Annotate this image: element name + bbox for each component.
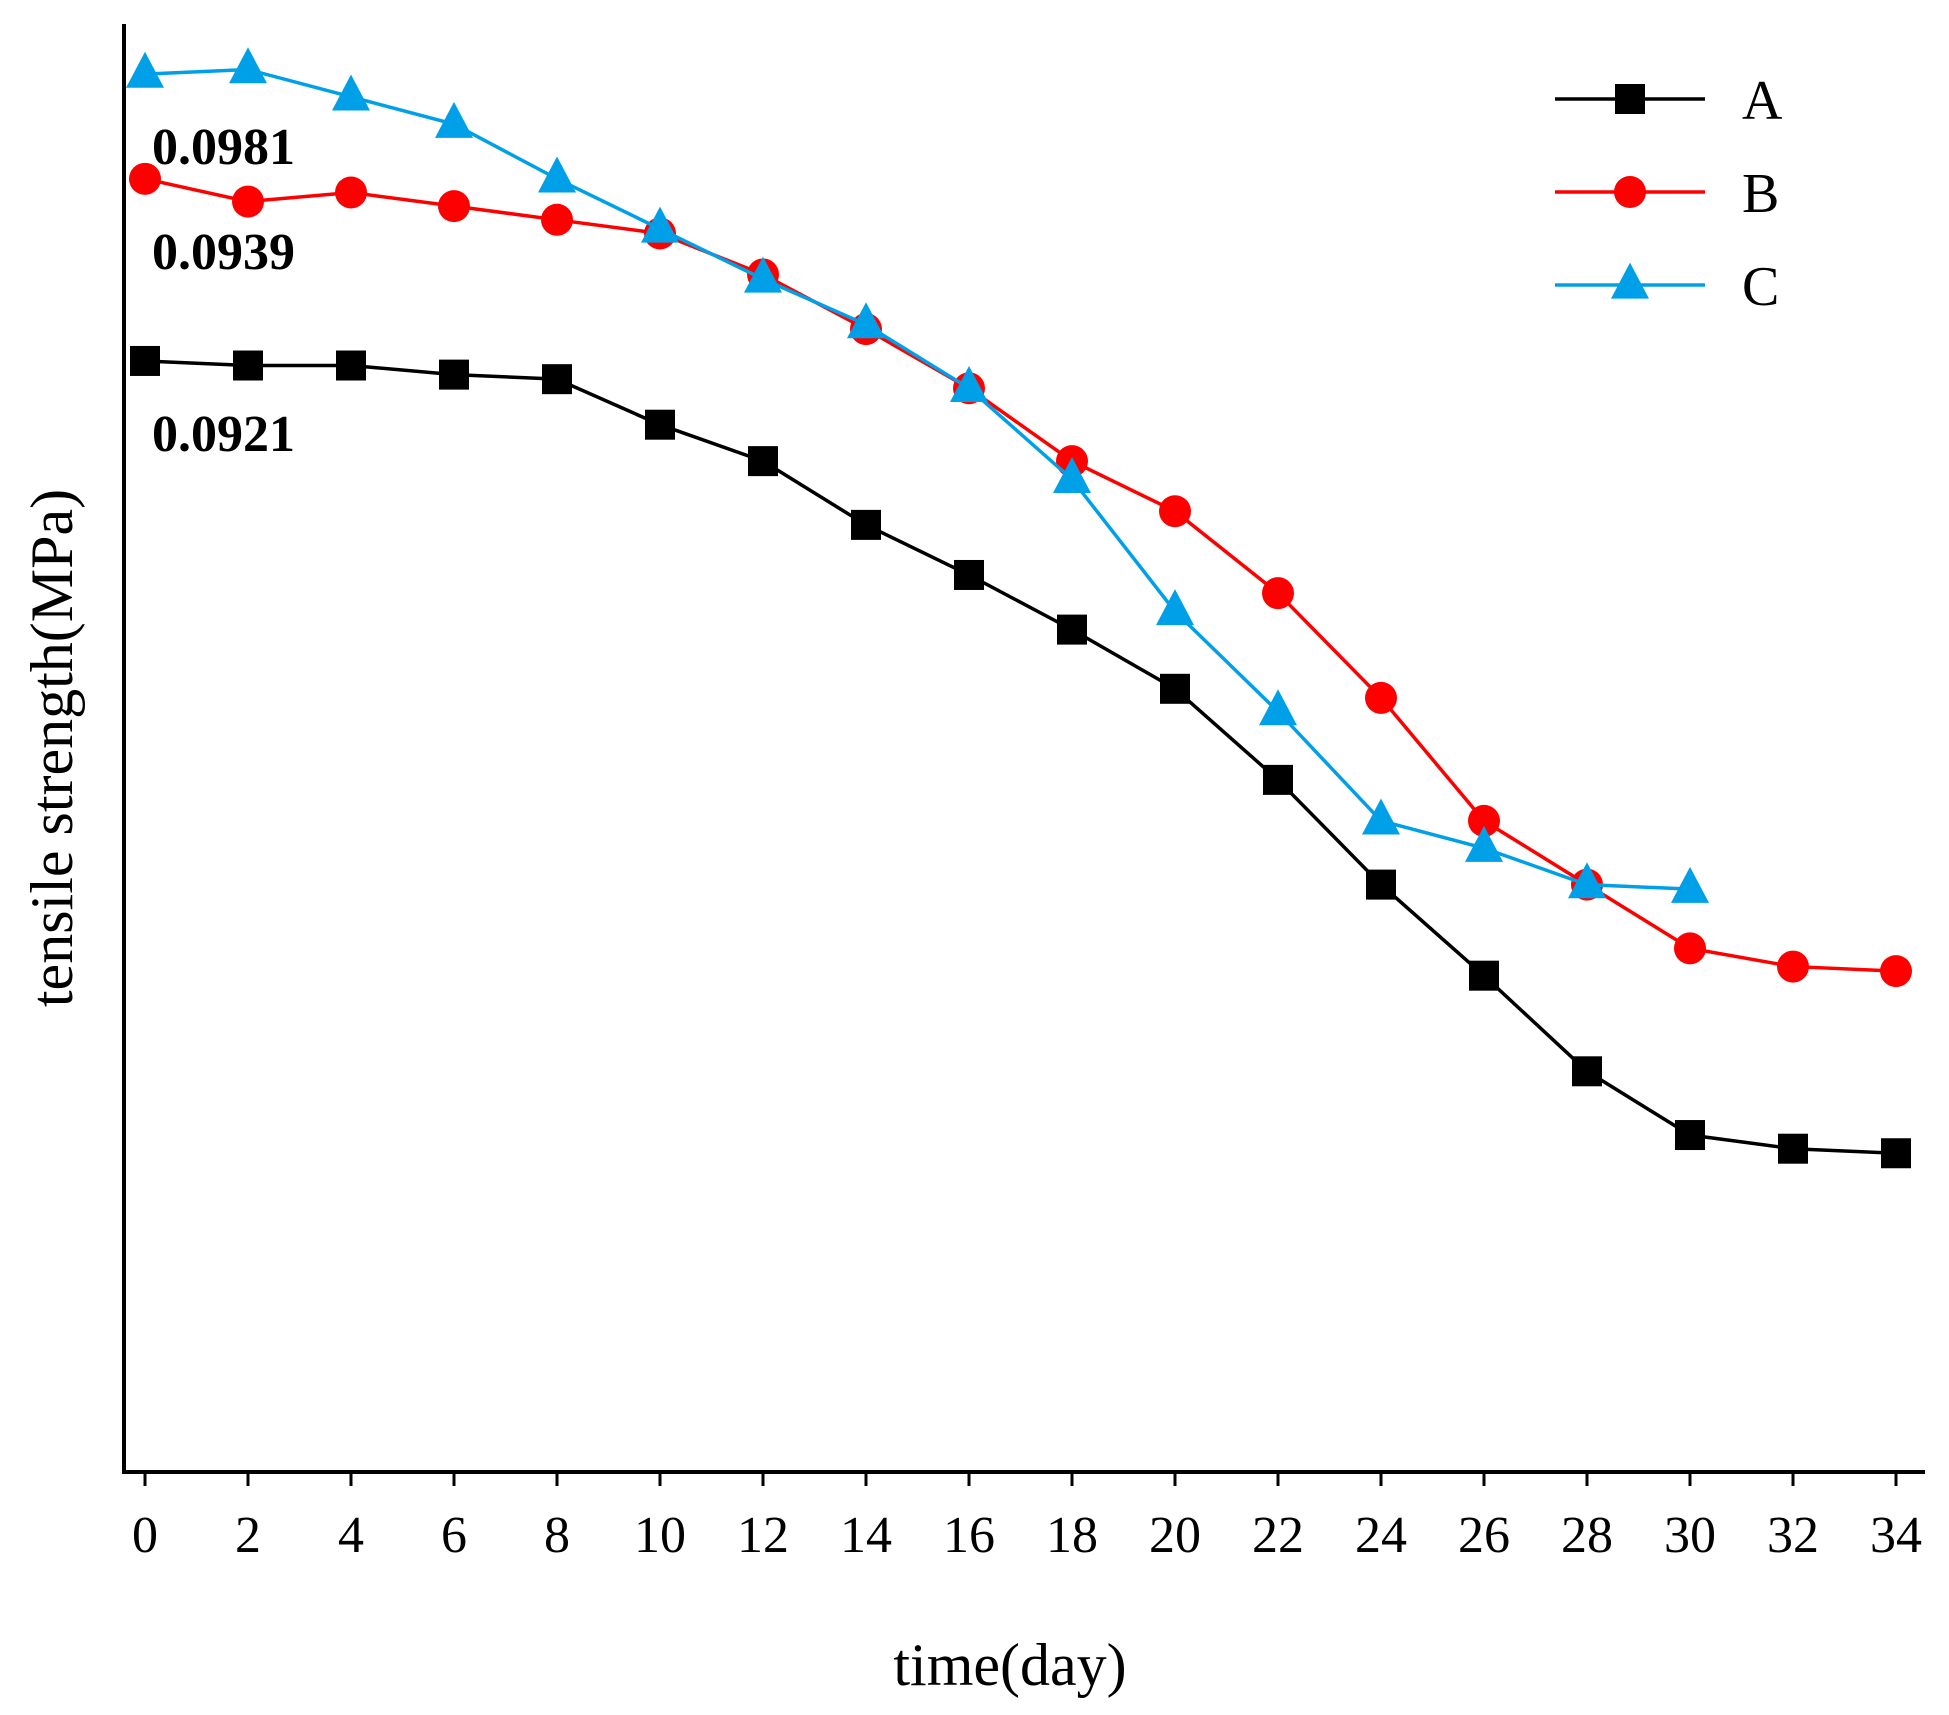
series-b-point bbox=[335, 176, 367, 209]
x-tick-label: 16 bbox=[943, 1507, 995, 1564]
annotation-a: 0.0921 bbox=[152, 406, 295, 463]
series-c-point bbox=[847, 302, 885, 339]
x-tick-label: 18 bbox=[1046, 1507, 1098, 1564]
legend-marker bbox=[1614, 176, 1646, 208]
x-tick-label: 10 bbox=[634, 1507, 686, 1564]
series-a-point bbox=[336, 350, 366, 381]
series-b-point bbox=[1880, 955, 1912, 988]
x-tick-label: 34 bbox=[1870, 1507, 1922, 1564]
series-c bbox=[126, 47, 1709, 903]
axes: 0 2 4 6 8 10 12 14 16 18 20 22 24 26 28 30 32 34time(day)… bbox=[19, 24, 1925, 1698]
series-c-point bbox=[435, 101, 473, 138]
series-a-point bbox=[233, 350, 263, 381]
series-a-point bbox=[1675, 1120, 1705, 1151]
series-b-point bbox=[1777, 950, 1809, 983]
series-a-point bbox=[1572, 1056, 1602, 1087]
series-b-point bbox=[1262, 577, 1294, 610]
series-a-point bbox=[1366, 869, 1396, 900]
series-b-point bbox=[541, 203, 573, 236]
series-a-point bbox=[645, 409, 675, 440]
series-c-point bbox=[229, 47, 267, 84]
series-a-point bbox=[1263, 764, 1293, 795]
x-tick-label: 26 bbox=[1458, 1507, 1510, 1564]
series-a-line bbox=[144, 359, 1897, 1156]
legend-marker bbox=[1615, 84, 1645, 114]
series-a bbox=[130, 345, 1911, 1169]
legend-label: C bbox=[1742, 256, 1779, 318]
annotation-c: 0.0981 bbox=[152, 119, 295, 176]
x-tick-label: 22 bbox=[1252, 1507, 1304, 1564]
series-c-point bbox=[332, 74, 370, 111]
annotation-b: 0.0939 bbox=[152, 224, 295, 281]
series-b-point bbox=[438, 190, 470, 223]
series-b-point bbox=[1365, 681, 1397, 714]
x-tick-label: 14 bbox=[840, 1507, 892, 1564]
series-b-point bbox=[1468, 804, 1500, 837]
legend-item-a: A bbox=[1555, 70, 1783, 132]
series-b bbox=[129, 162, 1912, 988]
x-tick-label: 12 bbox=[737, 1507, 789, 1564]
series-c-point bbox=[1465, 825, 1503, 862]
series-a-point bbox=[954, 559, 984, 590]
series-c-point bbox=[1259, 689, 1297, 726]
series-group bbox=[126, 47, 1912, 1169]
x-tick-label: 30 bbox=[1664, 1507, 1716, 1564]
annotations: 0.0981 0.0939 0.0921 bbox=[152, 119, 295, 463]
x-tick-label: 32 bbox=[1767, 1507, 1819, 1564]
x-tick-label: 0 bbox=[132, 1507, 158, 1564]
legend-label: A bbox=[1742, 70, 1783, 132]
x-tick-label: 28 bbox=[1561, 1507, 1613, 1564]
x-tick-label: 4 bbox=[338, 1507, 364, 1564]
series-a-point bbox=[1778, 1133, 1808, 1164]
series-c-point bbox=[1568, 862, 1606, 899]
series-a-point bbox=[542, 364, 572, 395]
series-a-point bbox=[1160, 673, 1190, 704]
series-c-point bbox=[950, 365, 988, 402]
x-tick-label: 2 bbox=[235, 1507, 261, 1564]
series-c-point bbox=[538, 156, 576, 193]
legend-marker bbox=[1611, 262, 1649, 299]
x-tick-label: 8 bbox=[544, 1507, 570, 1564]
series-b-point bbox=[129, 162, 161, 195]
legend-label: B bbox=[1742, 163, 1779, 225]
series-a-point bbox=[439, 359, 469, 390]
series-c-point bbox=[744, 256, 782, 293]
series-c-point bbox=[641, 206, 679, 243]
x-axis-title: time(day) bbox=[893, 1632, 1126, 1698]
series-a-point bbox=[851, 509, 881, 540]
series-c-point bbox=[1362, 798, 1400, 835]
series-c-line bbox=[144, 67, 1691, 891]
x-tick-label: 24 bbox=[1355, 1507, 1407, 1564]
series-c-point bbox=[1156, 589, 1194, 626]
legend-item-b: B bbox=[1555, 163, 1779, 225]
legend-item-c: C bbox=[1555, 256, 1779, 318]
series-c-point bbox=[126, 51, 164, 88]
series-a-point bbox=[1057, 614, 1087, 645]
series-b-point bbox=[1159, 495, 1191, 528]
series-a-point bbox=[1881, 1138, 1911, 1169]
series-c-point bbox=[1671, 866, 1709, 903]
y-axis-title: tensile strength(MPa) bbox=[19, 489, 85, 1007]
series-b-point bbox=[1674, 932, 1706, 965]
series-a-point bbox=[748, 446, 778, 477]
series-a-point bbox=[1469, 960, 1499, 991]
series-a-point bbox=[130, 345, 160, 376]
x-tick-label: 20 bbox=[1149, 1507, 1201, 1564]
x-tick-label: 6 bbox=[441, 1507, 467, 1564]
series-b-point bbox=[232, 185, 264, 218]
legend: ABC bbox=[1555, 70, 1783, 318]
series-c-point bbox=[1053, 457, 1091, 494]
